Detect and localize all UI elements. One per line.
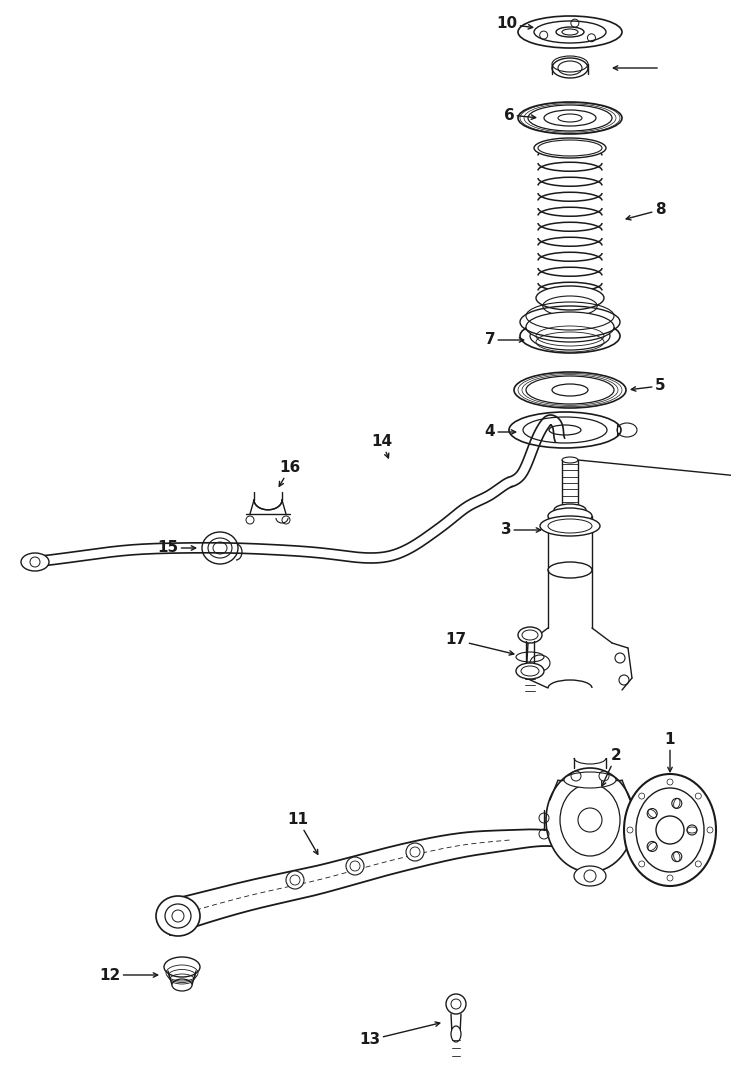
Ellipse shape (520, 319, 620, 353)
Text: 14: 14 (371, 434, 393, 458)
Ellipse shape (574, 866, 606, 886)
Text: 7: 7 (485, 333, 523, 348)
Text: 13: 13 (360, 1022, 440, 1048)
Text: 2: 2 (602, 749, 621, 786)
Ellipse shape (202, 532, 238, 564)
Ellipse shape (21, 553, 49, 571)
Text: 5: 5 (632, 378, 665, 393)
Ellipse shape (518, 102, 622, 134)
Text: 15: 15 (157, 541, 196, 556)
Text: 4: 4 (485, 424, 515, 439)
Ellipse shape (540, 516, 600, 536)
Ellipse shape (552, 58, 588, 78)
Ellipse shape (624, 774, 716, 886)
Circle shape (346, 857, 364, 875)
Circle shape (406, 843, 424, 861)
Text: 8: 8 (626, 202, 665, 220)
Text: 1: 1 (664, 732, 675, 771)
Ellipse shape (546, 768, 634, 872)
Ellipse shape (554, 504, 586, 516)
Text: 6: 6 (504, 108, 536, 123)
Ellipse shape (551, 828, 579, 848)
Ellipse shape (564, 772, 616, 788)
Text: 10: 10 (496, 16, 533, 31)
Ellipse shape (526, 312, 614, 342)
Ellipse shape (509, 412, 621, 448)
Ellipse shape (548, 562, 592, 578)
Ellipse shape (536, 286, 604, 310)
Ellipse shape (518, 16, 622, 48)
Text: 16: 16 (279, 461, 300, 487)
Text: 11: 11 (287, 812, 318, 854)
Ellipse shape (534, 138, 606, 158)
Ellipse shape (164, 957, 200, 977)
Circle shape (286, 871, 304, 889)
Ellipse shape (156, 896, 200, 936)
Ellipse shape (514, 372, 626, 408)
Circle shape (446, 994, 466, 1015)
Ellipse shape (518, 627, 542, 643)
Ellipse shape (451, 1026, 461, 1043)
Ellipse shape (172, 979, 192, 991)
Ellipse shape (548, 508, 592, 524)
Ellipse shape (516, 663, 544, 679)
Text: 12: 12 (99, 967, 158, 982)
Text: 3: 3 (501, 522, 541, 537)
Text: 17: 17 (445, 632, 514, 655)
